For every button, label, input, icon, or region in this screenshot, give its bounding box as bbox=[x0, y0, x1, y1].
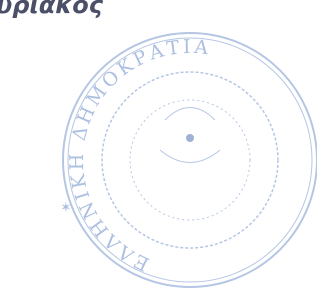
stamp-inner-ring bbox=[130, 100, 250, 220]
stamp-outer-ring bbox=[63, 33, 317, 287]
stamp-star: ✶ bbox=[60, 200, 72, 216]
signature: υριακος bbox=[0, 0, 104, 19]
stamp: ✶ ΕΛΛΗΝΙΚΗ ΔΗΜΟΚΡΑΤΙΑ bbox=[60, 33, 317, 287]
stamp-outer-text-path: ΕΛΛΗΝΙΚΗ ΔΗΜΟΚΡΑΤΙΑ bbox=[66, 36, 212, 275]
stamp-outer-text: ΕΛΛΗΝΙΚΗ ΔΗΜΟΚΡΑΤΙΑ bbox=[66, 36, 212, 275]
document-crop: ✶ ΕΛΛΗΝΙΚΗ ΔΗΜΟΚΡΑΤΙΑ υριακος bbox=[0, 0, 317, 300]
page: {"signature": {"text": "υριακος"}, "stam… bbox=[0, 0, 317, 300]
stamp-emblem-dot bbox=[186, 134, 194, 142]
stamp-middle-ring bbox=[102, 72, 278, 248]
